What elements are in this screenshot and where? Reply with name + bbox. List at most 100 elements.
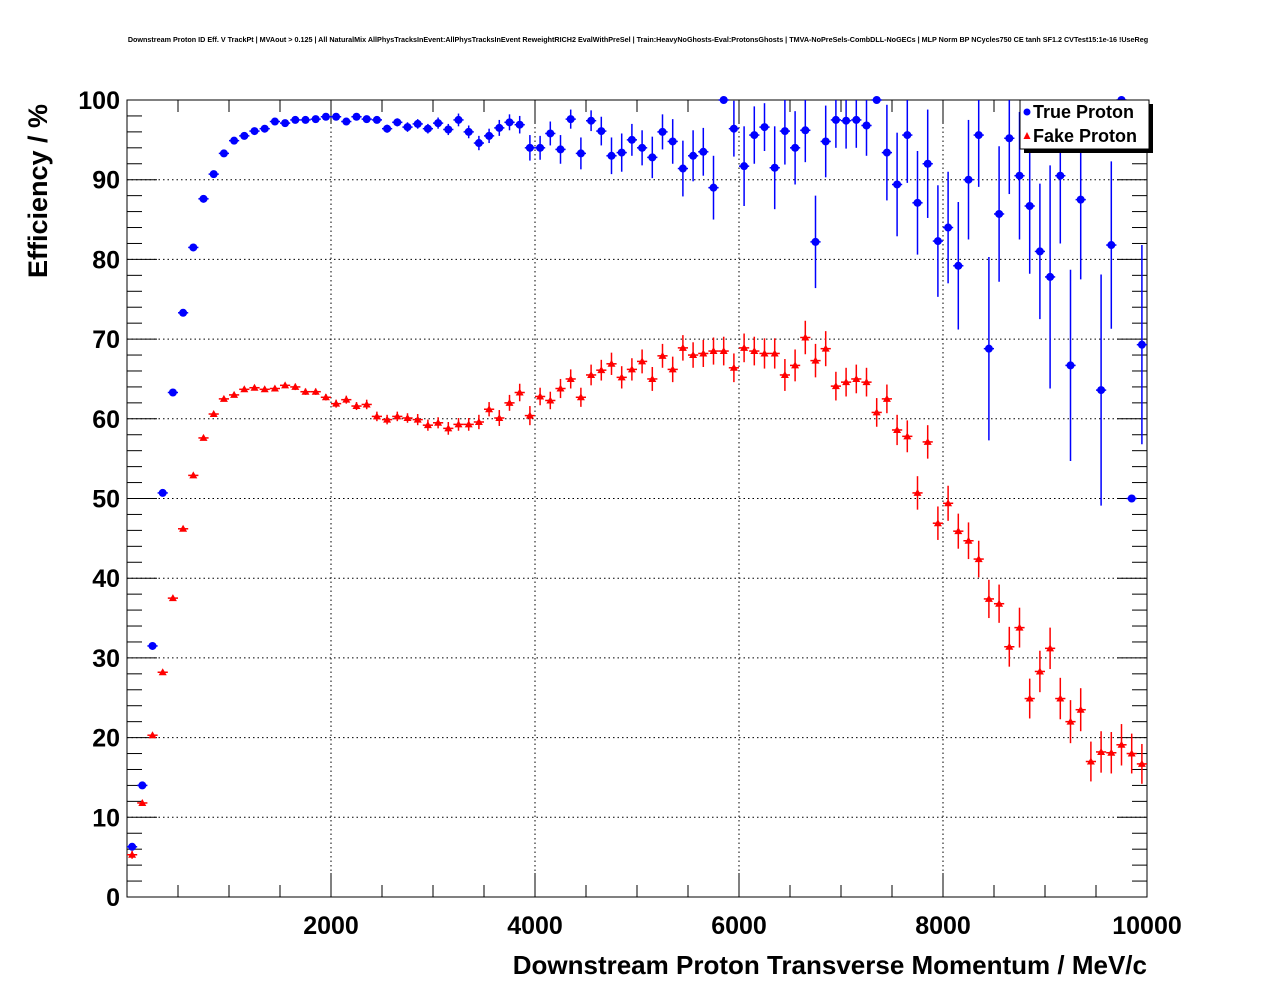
plot-frame: [126, 99, 1148, 898]
data-point: [536, 143, 545, 152]
y-tick-label: 40: [92, 565, 120, 593]
data-point: [689, 151, 698, 160]
data-point: [525, 411, 534, 419]
data-point: [474, 139, 483, 148]
data-point: [668, 137, 677, 146]
data-point: [1107, 748, 1116, 756]
data-point: [444, 125, 453, 134]
data-point: [984, 344, 993, 353]
data-point: [617, 148, 626, 157]
data-point: [750, 131, 759, 140]
y-tick-label: 0: [106, 884, 120, 912]
data-point: [903, 131, 912, 140]
data-point: [821, 137, 830, 146]
data-point: [658, 127, 667, 136]
data-point: [729, 363, 738, 371]
legend-label-fake-proton: Fake Proton: [1033, 126, 1137, 146]
data-point: [209, 410, 218, 418]
data-point: [648, 153, 657, 162]
data-point: [699, 349, 708, 357]
data-point: [1025, 694, 1034, 702]
data-point: [454, 420, 463, 428]
data-point: [434, 418, 443, 426]
data-point: [719, 96, 728, 104]
y-tick-label: 50: [92, 486, 120, 514]
data-point: [240, 385, 249, 393]
series-fake-proton: [127, 320, 1147, 859]
data-point: [148, 641, 157, 650]
data-point: [495, 414, 504, 422]
data-point: [1117, 740, 1126, 748]
data-point: [689, 351, 698, 359]
data-point: [678, 164, 687, 173]
legend-label-true-proton: True Proton: [1033, 102, 1134, 122]
data-point: [1066, 717, 1075, 725]
y-tick-label: 70: [92, 326, 120, 354]
data-point: [311, 115, 320, 124]
data-point: [617, 373, 626, 381]
data-point: [954, 527, 963, 535]
data-point: [1056, 171, 1065, 180]
grid: [127, 100, 1147, 897]
data-point: [862, 378, 871, 386]
data-point: [158, 668, 167, 676]
data-point: [454, 115, 463, 124]
data-point: [138, 781, 147, 790]
data-point: [342, 395, 351, 403]
data-series: [127, 96, 1147, 859]
data-point: [1035, 247, 1044, 256]
data-point: [974, 131, 983, 140]
data-point: [423, 124, 432, 133]
data-point: [974, 555, 983, 563]
data-point: [260, 124, 269, 133]
legend-marker-fake-proton: [1023, 132, 1031, 139]
data-point: [984, 594, 993, 602]
data-point: [301, 115, 310, 124]
data-point: [842, 378, 851, 386]
data-point: [1076, 195, 1085, 204]
data-point: [250, 127, 259, 136]
data-point: [995, 209, 1004, 218]
data-point: [393, 412, 402, 420]
data-point: [281, 381, 290, 389]
data-point: [260, 385, 269, 393]
data-point: [189, 471, 198, 479]
data-point: [515, 120, 524, 129]
data-point: [852, 115, 861, 124]
data-point: [321, 393, 330, 401]
data-point: [423, 421, 432, 429]
data-point: [546, 396, 555, 404]
data-point: [1127, 749, 1136, 757]
data-point: [1005, 642, 1014, 650]
data-point: [780, 127, 789, 136]
data-point: [821, 344, 830, 352]
x-tick-label: 6000: [711, 912, 767, 940]
x-tick-labels: 2000 4000 6000 8000 10000: [303, 912, 1182, 940]
data-point: [627, 365, 636, 373]
data-point: [362, 115, 371, 124]
data-point: [546, 129, 555, 138]
data-point: [128, 842, 137, 851]
legend-marker-true-proton: [1023, 108, 1031, 116]
data-point: [444, 424, 453, 432]
x-tick-label: 4000: [507, 912, 563, 940]
y-axis-title: Efficiency / %: [23, 104, 53, 278]
data-point: [729, 124, 738, 133]
data-point: [770, 349, 779, 357]
data-point: [413, 415, 422, 423]
data-point: [576, 393, 585, 401]
data-point: [852, 374, 861, 382]
data-point: [1097, 386, 1106, 395]
data-point: [474, 417, 483, 425]
data-point: [862, 121, 871, 130]
data-point: [1025, 202, 1034, 211]
data-point: [933, 237, 942, 246]
data-point: [882, 394, 891, 402]
y-tick-labels: 0 10 20 30 40 50 60 70 80 90 100: [78, 87, 120, 912]
legend-box: [1019, 99, 1150, 150]
data-point: [240, 131, 249, 140]
data-point: [913, 198, 922, 207]
data-point: [638, 357, 647, 365]
data-point: [372, 115, 381, 124]
y-tick-label: 80: [92, 246, 120, 274]
